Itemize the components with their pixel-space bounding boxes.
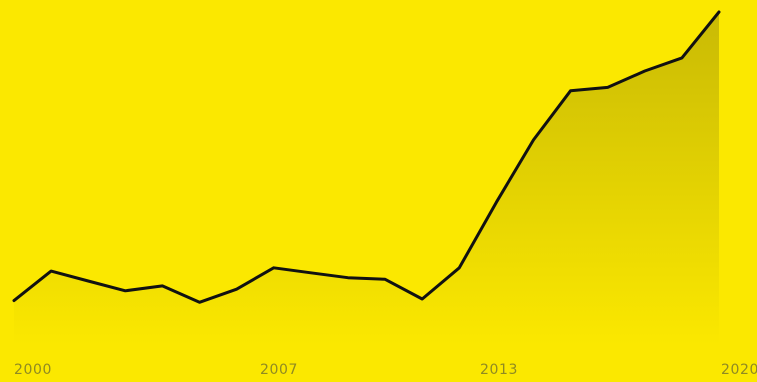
x-tick-label-2013: 2013 [480, 362, 518, 378]
series-area-fill [14, 12, 719, 345]
x-axis-ticks: 2000 2007 2013 2020 [14, 362, 757, 378]
x-tick-label-2007: 2007 [260, 362, 298, 378]
x-tick-label-2000: 2000 [14, 362, 52, 378]
x-tick-label-2020: 2020 [721, 362, 757, 378]
series-line [12, 10, 721, 304]
